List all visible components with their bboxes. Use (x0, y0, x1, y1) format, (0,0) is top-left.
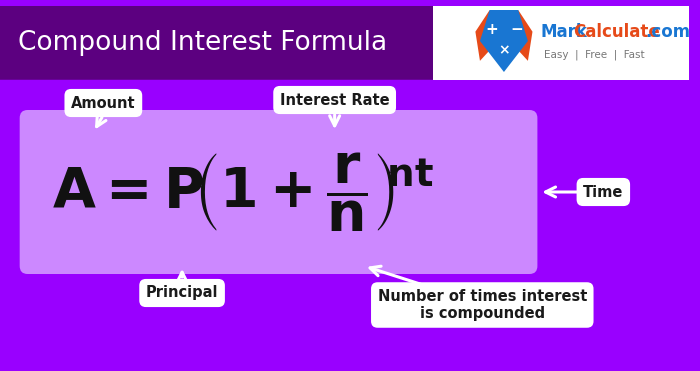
Text: Mark: Mark (540, 23, 587, 41)
Text: Number of times interest
is compounded: Number of times interest is compounded (377, 289, 587, 321)
Polygon shape (511, 10, 533, 61)
FancyBboxPatch shape (433, 0, 689, 80)
Text: Compound Interest Formula: Compound Interest Formula (18, 30, 387, 56)
Text: Easy  |  Free  |  Fast: Easy | Free | Fast (545, 49, 645, 60)
Polygon shape (475, 10, 497, 61)
Text: $\mathbf{A = P\!\left(1+\dfrac{r}{n}\right)^{\!\!nt}}$: $\mathbf{A = P\!\left(1+\dfrac{r}{n}\rig… (52, 150, 434, 234)
Text: ×: × (498, 43, 510, 57)
Text: Principal: Principal (146, 286, 218, 301)
Polygon shape (0, 0, 463, 80)
Text: Time: Time (583, 184, 624, 200)
FancyBboxPatch shape (0, 0, 689, 6)
Text: +: + (485, 22, 498, 37)
Text: −: − (510, 22, 523, 37)
Text: Interest Rate: Interest Rate (280, 92, 389, 108)
FancyBboxPatch shape (20, 110, 538, 274)
Text: Calculate: Calculate (573, 23, 659, 41)
Text: Amount: Amount (71, 95, 136, 111)
Polygon shape (480, 10, 528, 72)
Text: .com: .com (645, 23, 691, 41)
